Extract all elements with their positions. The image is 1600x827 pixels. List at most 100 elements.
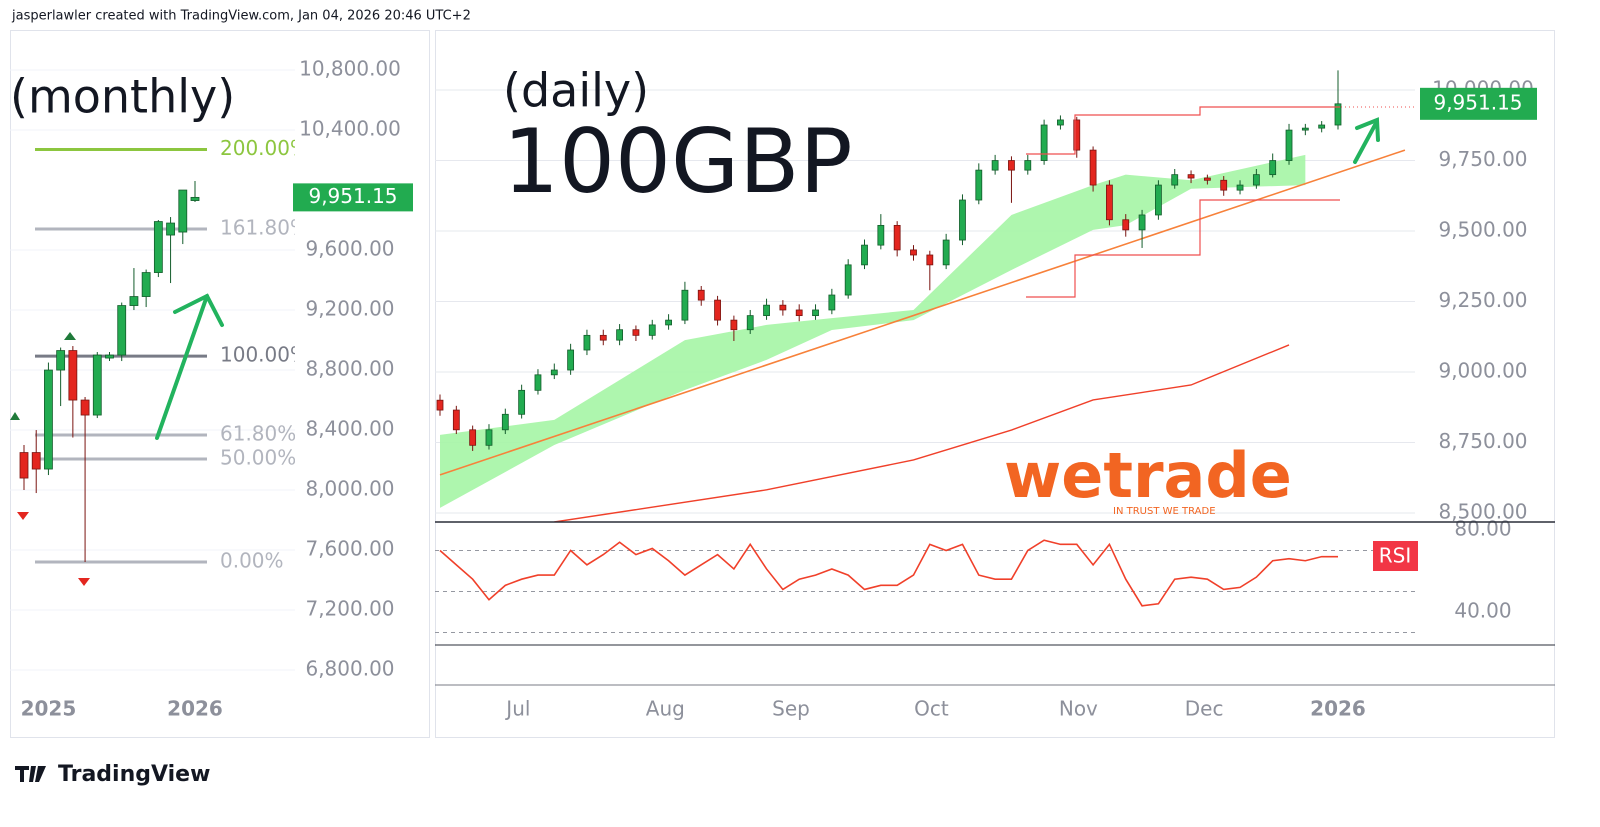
rsi-line (439, 539, 1338, 607)
candle-body (1203, 177, 1211, 181)
candle-body (1220, 179, 1228, 191)
candle-body (117, 305, 127, 356)
candle-body (452, 409, 460, 431)
candle-body (648, 324, 656, 336)
candle-body (436, 399, 444, 411)
price-badge-label: 9,951.15 (1433, 90, 1522, 114)
candle-body (1171, 174, 1179, 186)
candle-body (779, 304, 787, 311)
x-tick-label: 2025 (21, 697, 77, 721)
candle-body (1187, 174, 1195, 179)
candle-body (746, 315, 754, 331)
y-tick-label: 9,600.00 (305, 237, 394, 261)
candle-body (1024, 160, 1032, 171)
y-tick-label: 7,200.00 (305, 597, 394, 621)
overlays (436, 70, 1406, 522)
candle-body (567, 349, 575, 371)
price-badge-label: 9,951.15 (308, 184, 397, 208)
y-tick-label: 7,600.00 (305, 537, 394, 561)
candle-body (1236, 184, 1244, 191)
candle-body (56, 350, 66, 371)
y-tick-label: 8,500.00 (1438, 499, 1527, 523)
candle-body (632, 329, 640, 336)
footer-brand: TradingView (58, 762, 210, 787)
candle-body (1106, 184, 1113, 221)
candle-body (68, 350, 78, 401)
candle-body (31, 452, 41, 470)
candle-body (861, 244, 868, 266)
rsi-badge (1373, 541, 1418, 571)
fib-label: 200.00% (220, 136, 309, 160)
candle-body (1301, 127, 1309, 131)
y-tick-label: 9,250.00 (1438, 288, 1527, 312)
y-tick-label: 10,400.00 (299, 117, 401, 141)
y-tick-label: 8,750.00 (1438, 429, 1527, 453)
candle-body (550, 369, 558, 376)
candle-body (92, 354, 102, 416)
candle-body (1073, 119, 1081, 151)
x-tick-label: 2026 (1310, 697, 1366, 721)
candle-body (1252, 174, 1260, 186)
arrow (155, 117, 1380, 440)
candle-body (178, 189, 188, 233)
fib-label: 100.00% (220, 343, 309, 367)
watermark-tagline: IN TRUST WE TRADE (1113, 506, 1216, 517)
price-badge (293, 183, 413, 212)
y-tick-label: 9,750.00 (1438, 147, 1527, 171)
candle-body (1089, 149, 1097, 186)
y-tick-label: 8,800.00 (305, 357, 394, 381)
x-tick-label: Jul (504, 697, 530, 721)
moving-average (554, 344, 1290, 522)
fib-label: 161.80% (220, 216, 309, 240)
fib-levels: 200.00% 161.80% 100.00% 61.80%50.00% 0.00% (35, 136, 309, 573)
candle-body (665, 319, 672, 326)
candle-body (1008, 160, 1015, 171)
candle-body (991, 160, 999, 171)
candle-body (190, 196, 200, 201)
x-tick-label: Dec (1185, 697, 1224, 721)
fib-label: 61.80% (220, 422, 296, 446)
candle-body (485, 429, 493, 446)
range-lines (1026, 106, 1340, 298)
fib-label: 0.00% (220, 549, 284, 573)
monthly-layer: 10,800.00 10,400.00 9,600.00 9,200.00 8,800.… (10, 57, 413, 721)
x-tick-label: Nov (1059, 697, 1098, 721)
candle-body (501, 413, 509, 431)
candle-body (583, 334, 591, 351)
y-tick-label: 10,800.00 (299, 57, 401, 81)
monthly-title: (monthly) (10, 70, 235, 124)
candle-body (763, 304, 770, 317)
watermark-brand: wetrade (1004, 439, 1292, 512)
candle-body (105, 354, 114, 359)
y-tick-label: 9,000.00 (1438, 359, 1527, 383)
x-tick-label: 2026 (167, 697, 223, 721)
daily-title: (daily) (503, 64, 649, 118)
y-tick-label: 6,800.00 (305, 657, 394, 681)
candle-body (1138, 214, 1146, 231)
symbol: 100GBP (503, 110, 853, 213)
candle-body (518, 389, 526, 415)
y-tick-label: 8,400.00 (305, 417, 394, 441)
candle-body (166, 222, 175, 236)
y-tick-label: 8,000.00 (305, 477, 394, 501)
candle-body (1040, 124, 1048, 161)
candle-body (616, 329, 623, 341)
candle-body (893, 224, 901, 251)
trendline (439, 149, 1406, 476)
candle-body (697, 289, 705, 301)
candle-body (714, 299, 721, 321)
candle-body (812, 309, 819, 317)
candle-body (19, 452, 29, 479)
rsi-badge-label: RSI (1379, 544, 1412, 568)
candle-body (942, 239, 950, 266)
x-tick-label: Oct (914, 697, 949, 721)
price-badge (1420, 87, 1537, 120)
candle-body (534, 374, 542, 391)
candle-body (141, 272, 151, 297)
candle-body (910, 249, 917, 256)
candle-body (1057, 119, 1064, 126)
candle-body (1155, 184, 1162, 216)
attribution: jasperlawler created with TradingView.co… (11, 9, 471, 24)
candle-body (681, 289, 689, 321)
